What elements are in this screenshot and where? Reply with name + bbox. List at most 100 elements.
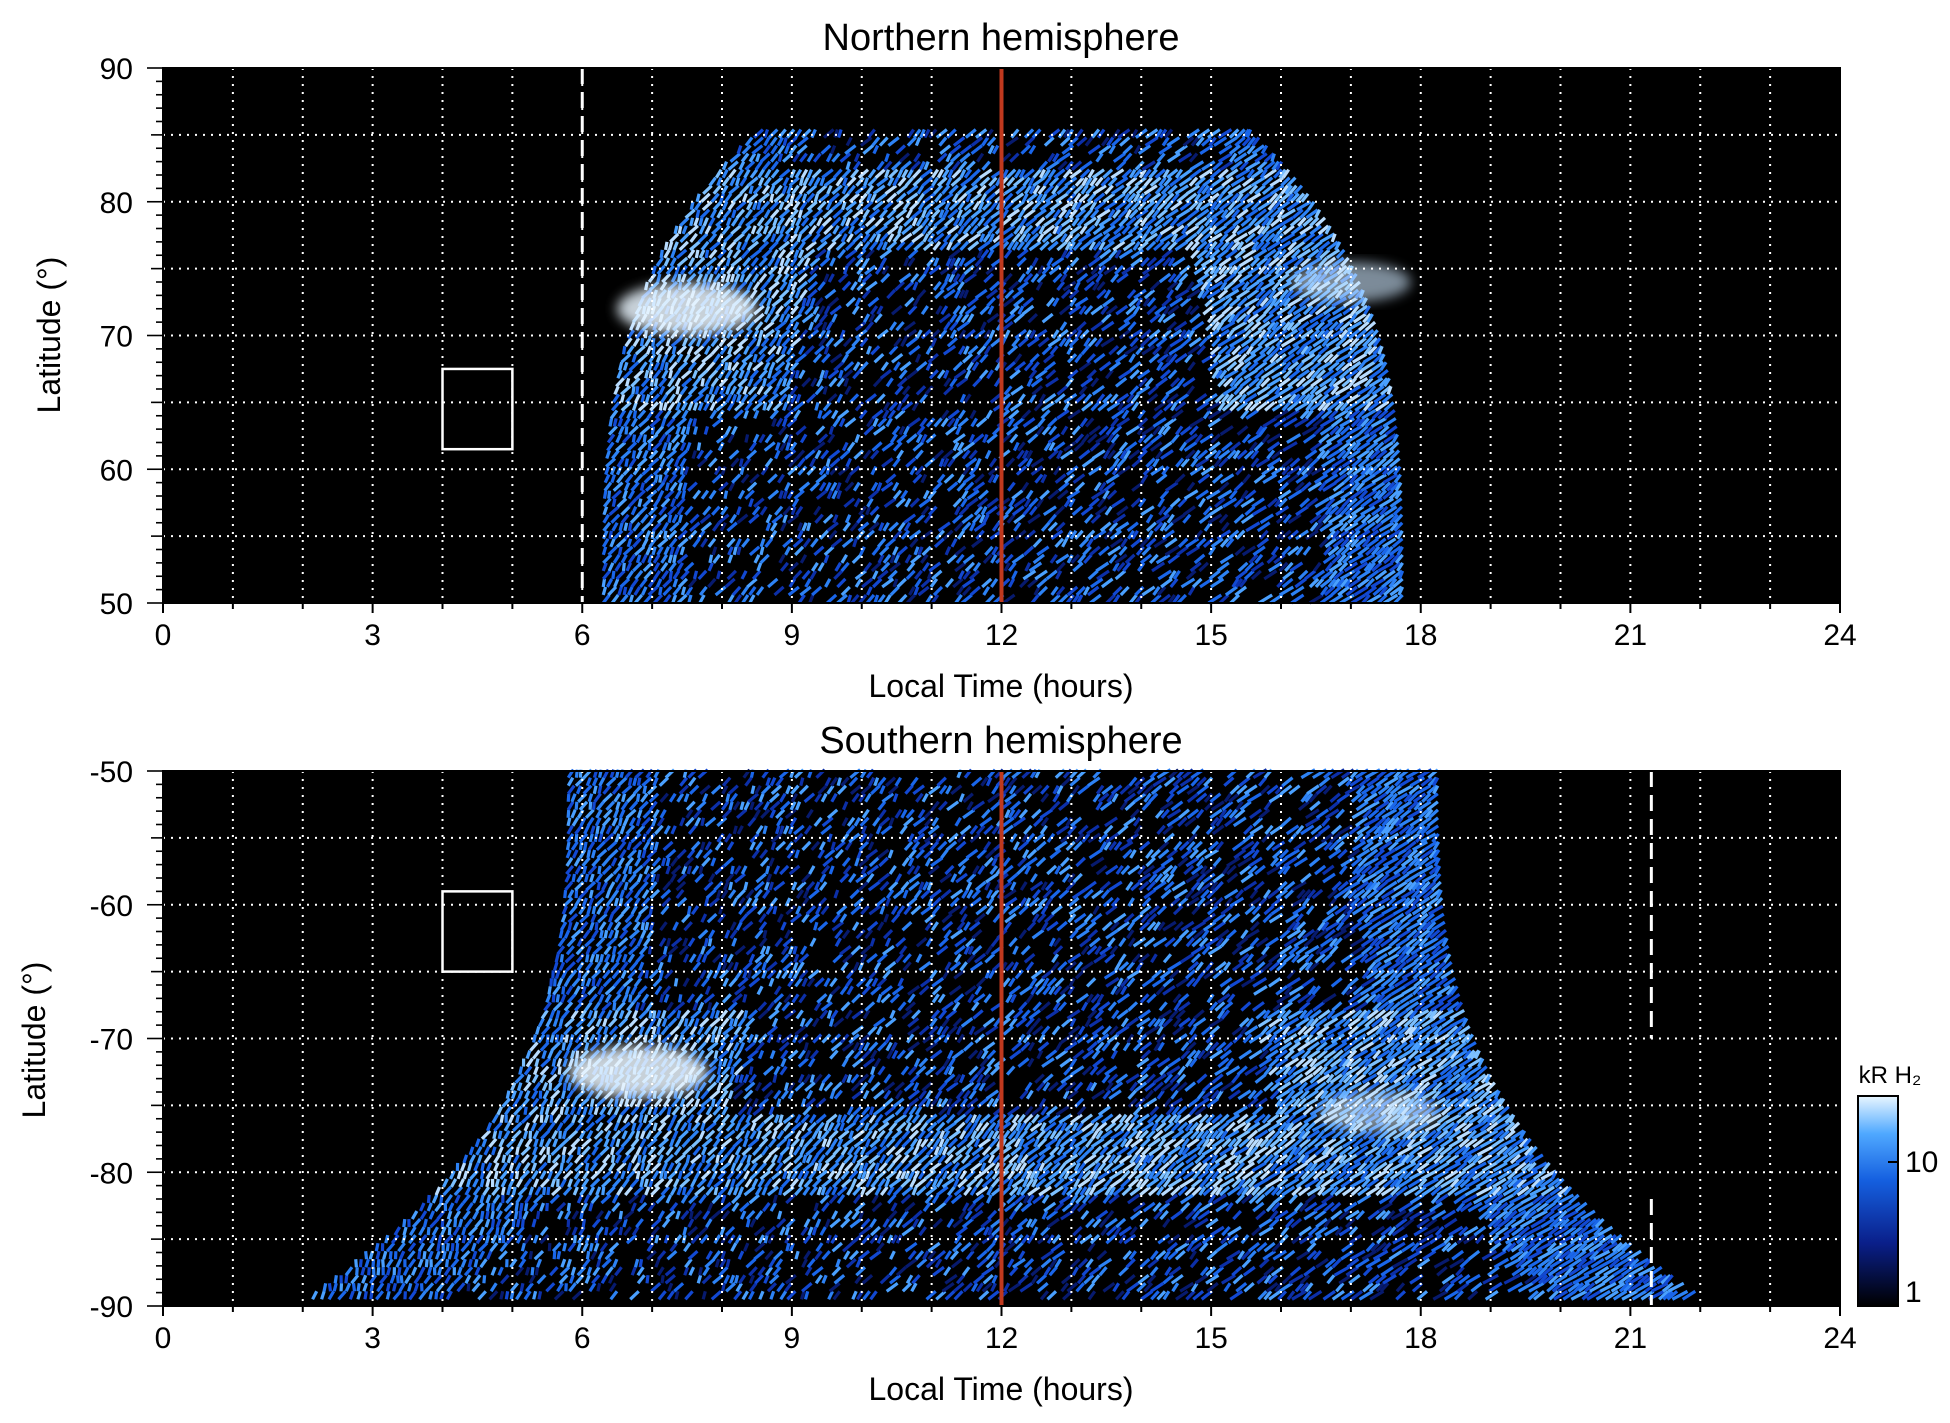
emission-streak xyxy=(1079,240,1092,252)
emission-streak xyxy=(1334,409,1349,420)
emission-streak xyxy=(1228,256,1243,268)
emission-streak xyxy=(759,553,770,564)
emission-streak xyxy=(749,248,762,260)
emission-streak xyxy=(1123,449,1132,460)
emission-streak xyxy=(1322,465,1336,476)
emission-streak xyxy=(812,353,823,364)
emission-streak xyxy=(1256,272,1272,284)
emission-streak xyxy=(1253,392,1270,404)
emission-streak xyxy=(605,457,617,468)
emission-streak xyxy=(1001,232,1014,244)
emission-streak xyxy=(1110,272,1120,284)
emission-streak xyxy=(675,425,682,436)
emission-streak xyxy=(935,224,949,236)
emission-streak xyxy=(799,585,812,597)
emission-streak xyxy=(658,586,663,596)
emission-streak xyxy=(844,240,856,252)
emission-streak xyxy=(921,545,932,556)
emission-streak xyxy=(1250,569,1262,581)
emission-streak xyxy=(1074,481,1086,492)
emission-streak xyxy=(630,577,639,588)
emission-streak xyxy=(660,417,667,427)
emission-streak xyxy=(701,352,713,364)
emission-streak xyxy=(1023,361,1034,372)
emission-streak xyxy=(662,585,673,597)
emission-streak xyxy=(1368,376,1384,388)
emission-streak xyxy=(789,361,800,372)
emission-streak xyxy=(1371,473,1387,485)
emission-streak xyxy=(1229,441,1242,452)
emission-streak xyxy=(1329,425,1340,436)
emission-streak xyxy=(933,257,940,267)
emission-streak xyxy=(1186,281,1195,291)
emission-streak xyxy=(1017,273,1026,283)
emission-streak xyxy=(1360,505,1376,517)
emission-streak xyxy=(1063,497,1072,508)
emission-streak xyxy=(620,353,632,364)
emission-streak xyxy=(1331,497,1346,509)
emission-streak xyxy=(1220,320,1236,332)
emission-streak xyxy=(385,1282,391,1292)
emission-streak xyxy=(842,521,852,532)
emission-streak xyxy=(618,425,625,436)
emission-streak xyxy=(1236,425,1249,436)
emission-streak xyxy=(982,433,989,444)
emission-streak xyxy=(1210,577,1225,589)
emission-streak xyxy=(1379,505,1389,516)
emission-streak xyxy=(1371,505,1384,517)
emission-streak xyxy=(857,521,870,533)
emission-streak xyxy=(1294,361,1305,372)
emission-streak xyxy=(1224,585,1238,597)
emission-streak xyxy=(1383,377,1391,388)
emission-streak xyxy=(1301,465,1312,476)
emission-streak xyxy=(960,497,968,508)
emission-streak xyxy=(725,393,733,404)
emission-streak xyxy=(795,449,806,460)
emission-streak xyxy=(894,280,905,292)
emission-streak xyxy=(832,417,841,428)
emission-streak xyxy=(749,289,758,299)
emission-streak xyxy=(1022,296,1035,308)
emission-streak xyxy=(833,569,844,581)
emission-streak xyxy=(1183,441,1198,452)
emission-streak xyxy=(657,537,669,549)
emission-streak xyxy=(667,393,676,404)
emission-streak xyxy=(663,594,672,604)
emission-streak xyxy=(484,1234,491,1244)
emission-streak xyxy=(1116,457,1127,468)
emission-streak xyxy=(921,225,930,235)
emission-streak xyxy=(1374,537,1387,549)
emission-streak xyxy=(614,562,623,572)
emission-streak xyxy=(1363,489,1378,501)
emission-streak xyxy=(1393,465,1402,476)
emission-streak xyxy=(1382,569,1396,581)
emission-streak xyxy=(1085,529,1096,540)
emission-streak xyxy=(740,241,748,251)
emission-streak xyxy=(1282,248,1296,260)
emission-streak xyxy=(793,225,801,235)
emission-streak xyxy=(1341,361,1353,372)
emission-streak xyxy=(612,553,621,564)
emission-streak xyxy=(1012,441,1020,452)
emission-streak xyxy=(1266,224,1281,236)
emission-streak xyxy=(385,1266,392,1276)
emission-streak xyxy=(1275,320,1287,332)
emission-streak xyxy=(1145,457,1156,468)
emission-streak xyxy=(759,280,769,292)
emission-streak xyxy=(681,490,687,499)
emission-streak xyxy=(823,224,834,235)
emission-streak xyxy=(894,409,906,420)
emission-streak xyxy=(1217,489,1233,501)
emission-streak xyxy=(1107,545,1122,557)
emission-streak xyxy=(804,578,812,588)
emission-streak xyxy=(740,586,749,596)
emission-streak xyxy=(1011,570,1018,580)
emission-streak xyxy=(867,489,880,500)
emission-streak xyxy=(1189,312,1201,324)
emission-streak xyxy=(585,1250,591,1260)
emission-streak xyxy=(1147,336,1159,348)
emission-streak xyxy=(668,353,677,364)
emission-streak xyxy=(925,417,936,428)
emission-streak xyxy=(1184,240,1194,251)
emission-streak xyxy=(730,281,738,291)
